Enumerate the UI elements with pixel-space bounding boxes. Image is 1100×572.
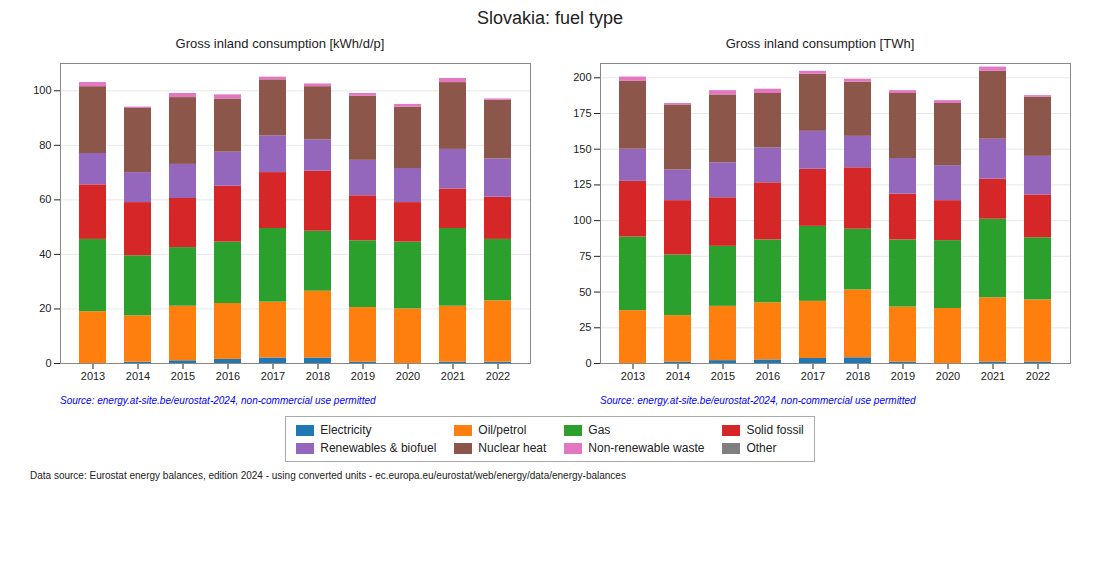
- svg-text:75: 75: [579, 250, 591, 262]
- svg-text:50: 50: [579, 286, 591, 298]
- svg-text:2013: 2013: [81, 370, 105, 382]
- svg-text:2020: 2020: [396, 370, 420, 382]
- svg-text:80: 80: [39, 139, 51, 151]
- svg-text:100: 100: [573, 214, 591, 226]
- svg-text:0: 0: [585, 357, 591, 369]
- svg-text:2014: 2014: [666, 370, 690, 382]
- html-text:Renewables & biofuel: Renewables & biofuel: [320, 441, 437, 455]
- html-text:Source: energy.at-site.be/euro: Source: energy.at-site.be/eurostat-2024,…: [600, 395, 916, 406]
- svg-text:2018: 2018: [306, 370, 330, 382]
- html-text:Non-renewable waste: Non-renewable waste: [588, 441, 705, 455]
- svg-text:60: 60: [39, 193, 51, 205]
- svg-text:25: 25: [579, 321, 591, 333]
- html-text:Nuclear heat: Nuclear heat: [478, 441, 547, 455]
- svg-text:20: 20: [39, 302, 51, 314]
- svg-text:150: 150: [573, 143, 591, 155]
- html-text:Solid fossil: Solid fossil: [746, 423, 804, 437]
- svg-text:2017: 2017: [261, 370, 285, 382]
- html-text:Gross inland consumption [kWh/: Gross inland consumption [kWh/d/p]: [175, 36, 385, 51]
- svg-text:40: 40: [39, 248, 51, 260]
- html-text:Electricity: Electricity: [320, 423, 372, 437]
- svg-text:2021: 2021: [441, 370, 465, 382]
- svg-text:100: 100: [33, 84, 51, 96]
- svg-text:2022: 2022: [1026, 370, 1050, 382]
- svg-text:2016: 2016: [756, 370, 780, 382]
- svg-text:200: 200: [573, 71, 591, 83]
- svg-text:2019: 2019: [891, 370, 915, 382]
- svg-text:2014: 2014: [126, 370, 150, 382]
- svg-text:2017: 2017: [801, 370, 825, 382]
- svg-text:2020: 2020: [936, 370, 960, 382]
- svg-text:2015: 2015: [711, 370, 735, 382]
- html-text:Gas: Gas: [588, 423, 611, 437]
- html-text:Gross inland consumption [TWh]: Gross inland consumption [TWh]: [725, 36, 915, 51]
- html-text:Oil/petrol: Oil/petrol: [478, 423, 527, 437]
- svg-text:2018: 2018: [846, 370, 870, 382]
- svg-text:2021: 2021: [981, 370, 1005, 382]
- html-text:Data source: Eurostat energy b: Data source: Eurostat energy balances, e…: [30, 470, 626, 481]
- svg-text:2015: 2015: [171, 370, 195, 382]
- html-text:Other: Other: [746, 441, 777, 455]
- svg-text:0: 0: [45, 357, 51, 369]
- svg-text:2016: 2016: [216, 370, 240, 382]
- svg-text:125: 125: [573, 178, 591, 190]
- svg-text:2022: 2022: [486, 370, 510, 382]
- html-text:Source: energy.at-site.be/euro: Source: energy.at-site.be/eurostat-2024,…: [60, 395, 376, 406]
- svg-text:175: 175: [573, 107, 591, 119]
- svg-text:2013: 2013: [621, 370, 645, 382]
- html-text:Slovakia: fuel type: Slovakia: fuel type: [477, 8, 623, 28]
- svg-text:2019: 2019: [351, 370, 375, 382]
